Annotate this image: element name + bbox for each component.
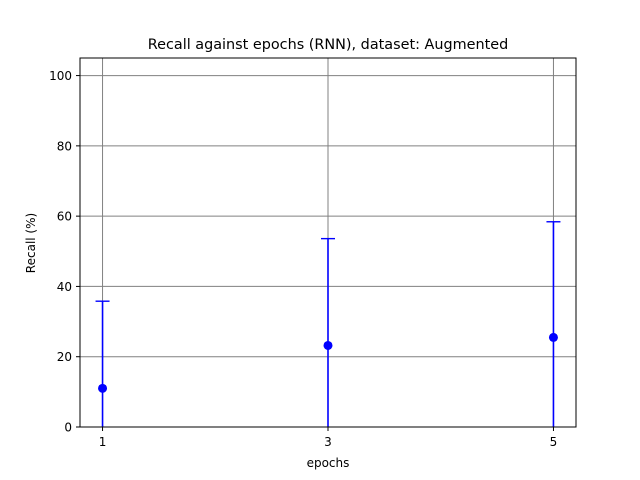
- x-tick-label-1: 3: [324, 435, 332, 449]
- chart-title: Recall against epochs (RNN), dataset: Au…: [148, 37, 508, 53]
- y-tick-label-5: 100: [49, 69, 72, 83]
- data-point-2: [548, 332, 558, 342]
- x-tick-label-0: 1: [99, 435, 107, 449]
- error-bars: [95, 221, 561, 427]
- y-axis-label: Recall (%): [24, 213, 38, 273]
- y-tick-label-1: 20: [57, 350, 72, 364]
- y-tick-label-4: 80: [57, 139, 72, 153]
- y-tick-label-3: 60: [57, 210, 72, 224]
- y-tick-label-2: 40: [57, 280, 72, 294]
- y-axis-ticks: 0 20 40 60 80 100: [49, 69, 80, 435]
- y-tick-label-0: 0: [64, 421, 72, 435]
- data-points: [98, 332, 558, 393]
- data-point-0: [98, 383, 108, 393]
- x-axis-ticks: 1 3 5: [99, 427, 558, 449]
- data-point-1: [323, 340, 333, 350]
- x-tick-label-2: 5: [550, 435, 558, 449]
- x-axis-label: epochs: [307, 456, 350, 470]
